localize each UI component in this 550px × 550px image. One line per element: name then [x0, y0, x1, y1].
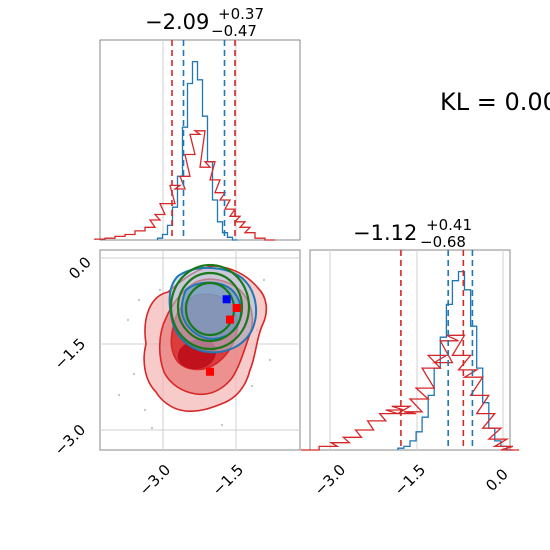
scatter-dot [250, 384, 254, 388]
contour-point-0 [222, 295, 231, 304]
right-panel-frame [309, 249, 511, 451]
contour-y-tick-0: 0.0 [65, 253, 95, 283]
scatter-dot [262, 278, 266, 282]
scatter-dot [268, 358, 272, 362]
contour-y-tick-2: −3.0 [51, 421, 89, 459]
contour-y-ticks: 0.0 −1.5 −3.0 [51, 253, 95, 459]
right-x-tick-1: −1.5 [391, 461, 429, 499]
blue-contours [168, 266, 258, 354]
green-contour-outer [169, 263, 251, 351]
scatter-dot [158, 288, 162, 292]
contour-points [206, 295, 241, 376]
right-series-1-step [300, 334, 520, 451]
top-series-0-step [156, 60, 238, 241]
contour-x-tick-0: −3.0 [136, 461, 174, 499]
right-title-main: −1.12 [353, 221, 417, 245]
top-panel-frame [99, 39, 301, 241]
contour-y-tick-label-0: 0.0 [65, 253, 95, 283]
right-histogram-panel: −1.12 +0.41 −0.68 [300, 211, 520, 451]
top-histogram-panel: −2.09 +0.37 −0.47 [94, 0, 301, 241]
right-histogram-series [300, 270, 520, 451]
top-title-plus: +0.37 [218, 5, 264, 23]
right-x-ticks: −3.0 −1.5 0.0 [311, 461, 512, 499]
right-x-tick-2: 0.0 [482, 465, 512, 495]
top-series-1-step [94, 130, 275, 241]
contour-y-tick-label-2: −3.0 [51, 421, 89, 459]
kl-annotation: KL = 0.00 [440, 88, 550, 116]
top-histogram-series [94, 60, 275, 241]
contour-x-ticks: −3.0 −1.5 [136, 461, 247, 499]
contour-y-tick-label-1: −1.5 [51, 335, 89, 373]
top-title-main: −2.09 [145, 10, 209, 34]
scatter-dot [126, 318, 130, 322]
top-quantile-lines [171, 40, 236, 240]
scatter-dot [220, 423, 224, 427]
green-contour-mid [176, 271, 244, 343]
right-x-tick-label-0: −3.0 [311, 461, 349, 499]
scatter-dot [137, 298, 141, 302]
contour-y-tick-1: −1.5 [51, 335, 89, 373]
contour-x-tick-1: −1.5 [209, 461, 247, 499]
contour-x-tick-label-1: −1.5 [209, 461, 247, 499]
contour-point-1 [232, 303, 241, 312]
right-title-minus: −0.68 [420, 233, 466, 251]
contour-point-2 [226, 315, 234, 324]
contour-panel [99, 249, 301, 451]
scatter-dot [143, 408, 147, 412]
right-quantile-lines [400, 250, 474, 450]
right-title: −1.12 +0.41 −0.68 [353, 211, 479, 251]
right-x-tick-label-2: 0.0 [482, 465, 512, 495]
scatter-dot [117, 393, 121, 397]
right-x-tick-0: −3.0 [311, 461, 349, 499]
scatter-dot [150, 426, 154, 430]
top-title-minus: −0.47 [211, 22, 257, 40]
contour-point-3 [206, 367, 214, 376]
scatter-dot [132, 372, 136, 376]
right-x-tick-label-1: −1.5 [391, 461, 429, 499]
contour-x-tick-label-0: −3.0 [136, 461, 174, 499]
right-title-plus: +0.41 [426, 216, 472, 234]
top-title: −2.09 +0.37 −0.47 [145, 0, 271, 40]
